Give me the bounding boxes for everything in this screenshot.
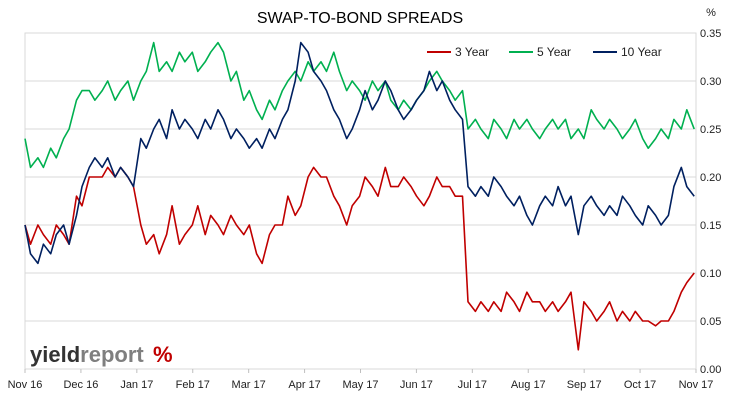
x-tick-label: Oct 17 (624, 379, 656, 391)
x-tick-label: Jul 17 (458, 379, 487, 391)
svg-text:yieldreport: yieldreport (30, 342, 144, 367)
x-tick-label: Apr 17 (288, 379, 320, 391)
y-tick-label: 0.10 (700, 268, 721, 280)
x-tick-label: Jan 17 (120, 379, 153, 391)
series-lines (24, 41, 695, 351)
x-tick-label: Jun 17 (400, 379, 433, 391)
y-tick-label: 0.15 (700, 220, 721, 232)
x-tick-label: Mar 17 (232, 379, 266, 391)
yieldreport-logo: yieldreport % (30, 342, 173, 367)
legend-label-5-year: 5 Year (537, 45, 571, 59)
y-tick-label: 0.05 (700, 316, 721, 328)
series-line-5-year (24, 41, 695, 169)
x-tick-label: Aug 17 (511, 379, 546, 391)
legend: 3 Year 5 Year 10 Year (427, 45, 662, 59)
x-tick-label: Sep 17 (567, 379, 602, 391)
logo-text-report: report (80, 342, 144, 367)
x-tick-label: Nov 17 (679, 379, 714, 391)
x-tick-label: May 17 (342, 379, 378, 391)
legend-label-10-year: 10 Year (621, 45, 662, 59)
x-tick-label: Feb 17 (176, 379, 210, 391)
logo-text-yield: yield (30, 342, 80, 367)
legend-label-3-year: 3 Year (455, 45, 489, 59)
series-line-10-year (24, 41, 695, 265)
y-tick-label: 0.35 (700, 28, 721, 40)
y-tick-label: 0.20 (700, 172, 721, 184)
y-tick-label: 0.25 (700, 124, 721, 136)
logo-percent-icon: % (153, 342, 173, 367)
chart-title: SWAP-TO-BOND SPREADS (257, 10, 463, 27)
y-axis-ticks: 0.00 0.05 0.10 0.15 0.20 0.25 0.30 0.35 (700, 28, 721, 376)
x-tick-label: Dec 16 (63, 379, 98, 391)
x-tick-label: Nov 16 (8, 379, 43, 391)
series-line-3-year (24, 166, 695, 351)
x-axis-ticks: Nov 16 Dec 16 Jan 17 Feb 17 Mar 17 Apr 17 May … (8, 369, 714, 391)
grid-lines (25, 80, 696, 322)
y-axis-unit: % (706, 7, 716, 19)
y-tick-label: 0.00 (700, 364, 721, 376)
y-tick-label: 0.30 (700, 76, 721, 88)
